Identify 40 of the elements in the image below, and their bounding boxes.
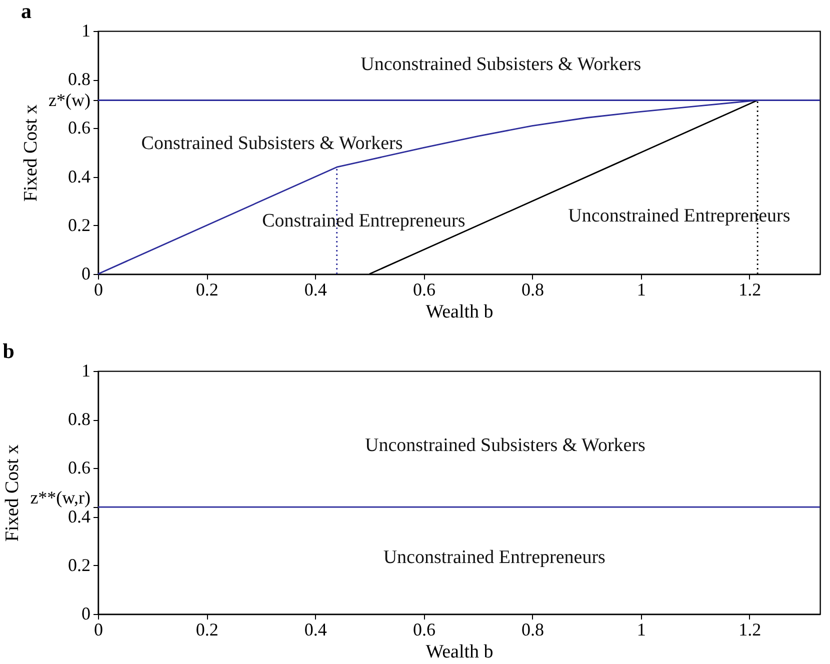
x-tick-label: 1 [636, 280, 646, 300]
y-tick-label: 1 [82, 20, 90, 40]
chart-title: b [2, 339, 14, 363]
y-tick-label: 0.8 [68, 409, 90, 430]
annotation: Constrained Subsisters & Workers [141, 132, 403, 154]
x-tick-label: 0.4 [304, 280, 327, 300]
annotation: Unconstrained Subsisters & Workers [364, 435, 646, 456]
y-tick-label: z**(w,r) [30, 488, 90, 508]
x-tick-label: 0.8 [522, 620, 544, 640]
x-tick-label: 0.2 [196, 280, 218, 300]
y-axis-title: Fixed Cost x [2, 444, 24, 542]
y-tick-label: z*(w) [48, 90, 90, 110]
y-tick-label: 0.6 [68, 458, 90, 478]
y-axis-title: Fixed Cost x [20, 104, 42, 202]
x-tick-label: 0.6 [412, 620, 436, 640]
y-tick-label: 0.4 [68, 166, 90, 186]
y-tick-label: 0 [82, 604, 90, 624]
annotation: Constrained Entrepreneurs [262, 210, 466, 232]
y-tick-label: 0.2 [68, 214, 90, 235]
annotation: Unconstrained Entrepreneurs [383, 546, 606, 568]
x-tick-label: 0.8 [522, 280, 544, 300]
y-tick-label: 1 [82, 360, 90, 380]
annotation: Unconstrained Entrepreneurs [568, 206, 790, 227]
x-axis-title: Wealth b [426, 642, 494, 662]
x-tick-label: 0.6 [412, 280, 436, 300]
x-tick-label: 1 [636, 620, 646, 640]
x-tick-label: 1.2 [738, 620, 762, 640]
x-tick-label: 0.2 [196, 620, 218, 640]
x-axis-title: Wealth b [426, 302, 494, 322]
y-tick-label: 0.2 [68, 554, 90, 575]
x-tick-label: 0.4 [304, 620, 327, 640]
chart-title: a [21, 0, 32, 23]
y-tick-label: 0.8 [68, 69, 90, 90]
y-tick-label: 0.6 [68, 118, 90, 138]
x-tick-label: 0 [94, 280, 103, 300]
y-tick-label: 0 [82, 264, 90, 284]
y-tick-label: 0.4 [68, 506, 90, 526]
annotation: Unconstrained Subsisters & Workers [360, 54, 642, 75]
x-tick-label: 1.2 [738, 280, 762, 300]
x-tick-label: 0 [94, 620, 103, 640]
